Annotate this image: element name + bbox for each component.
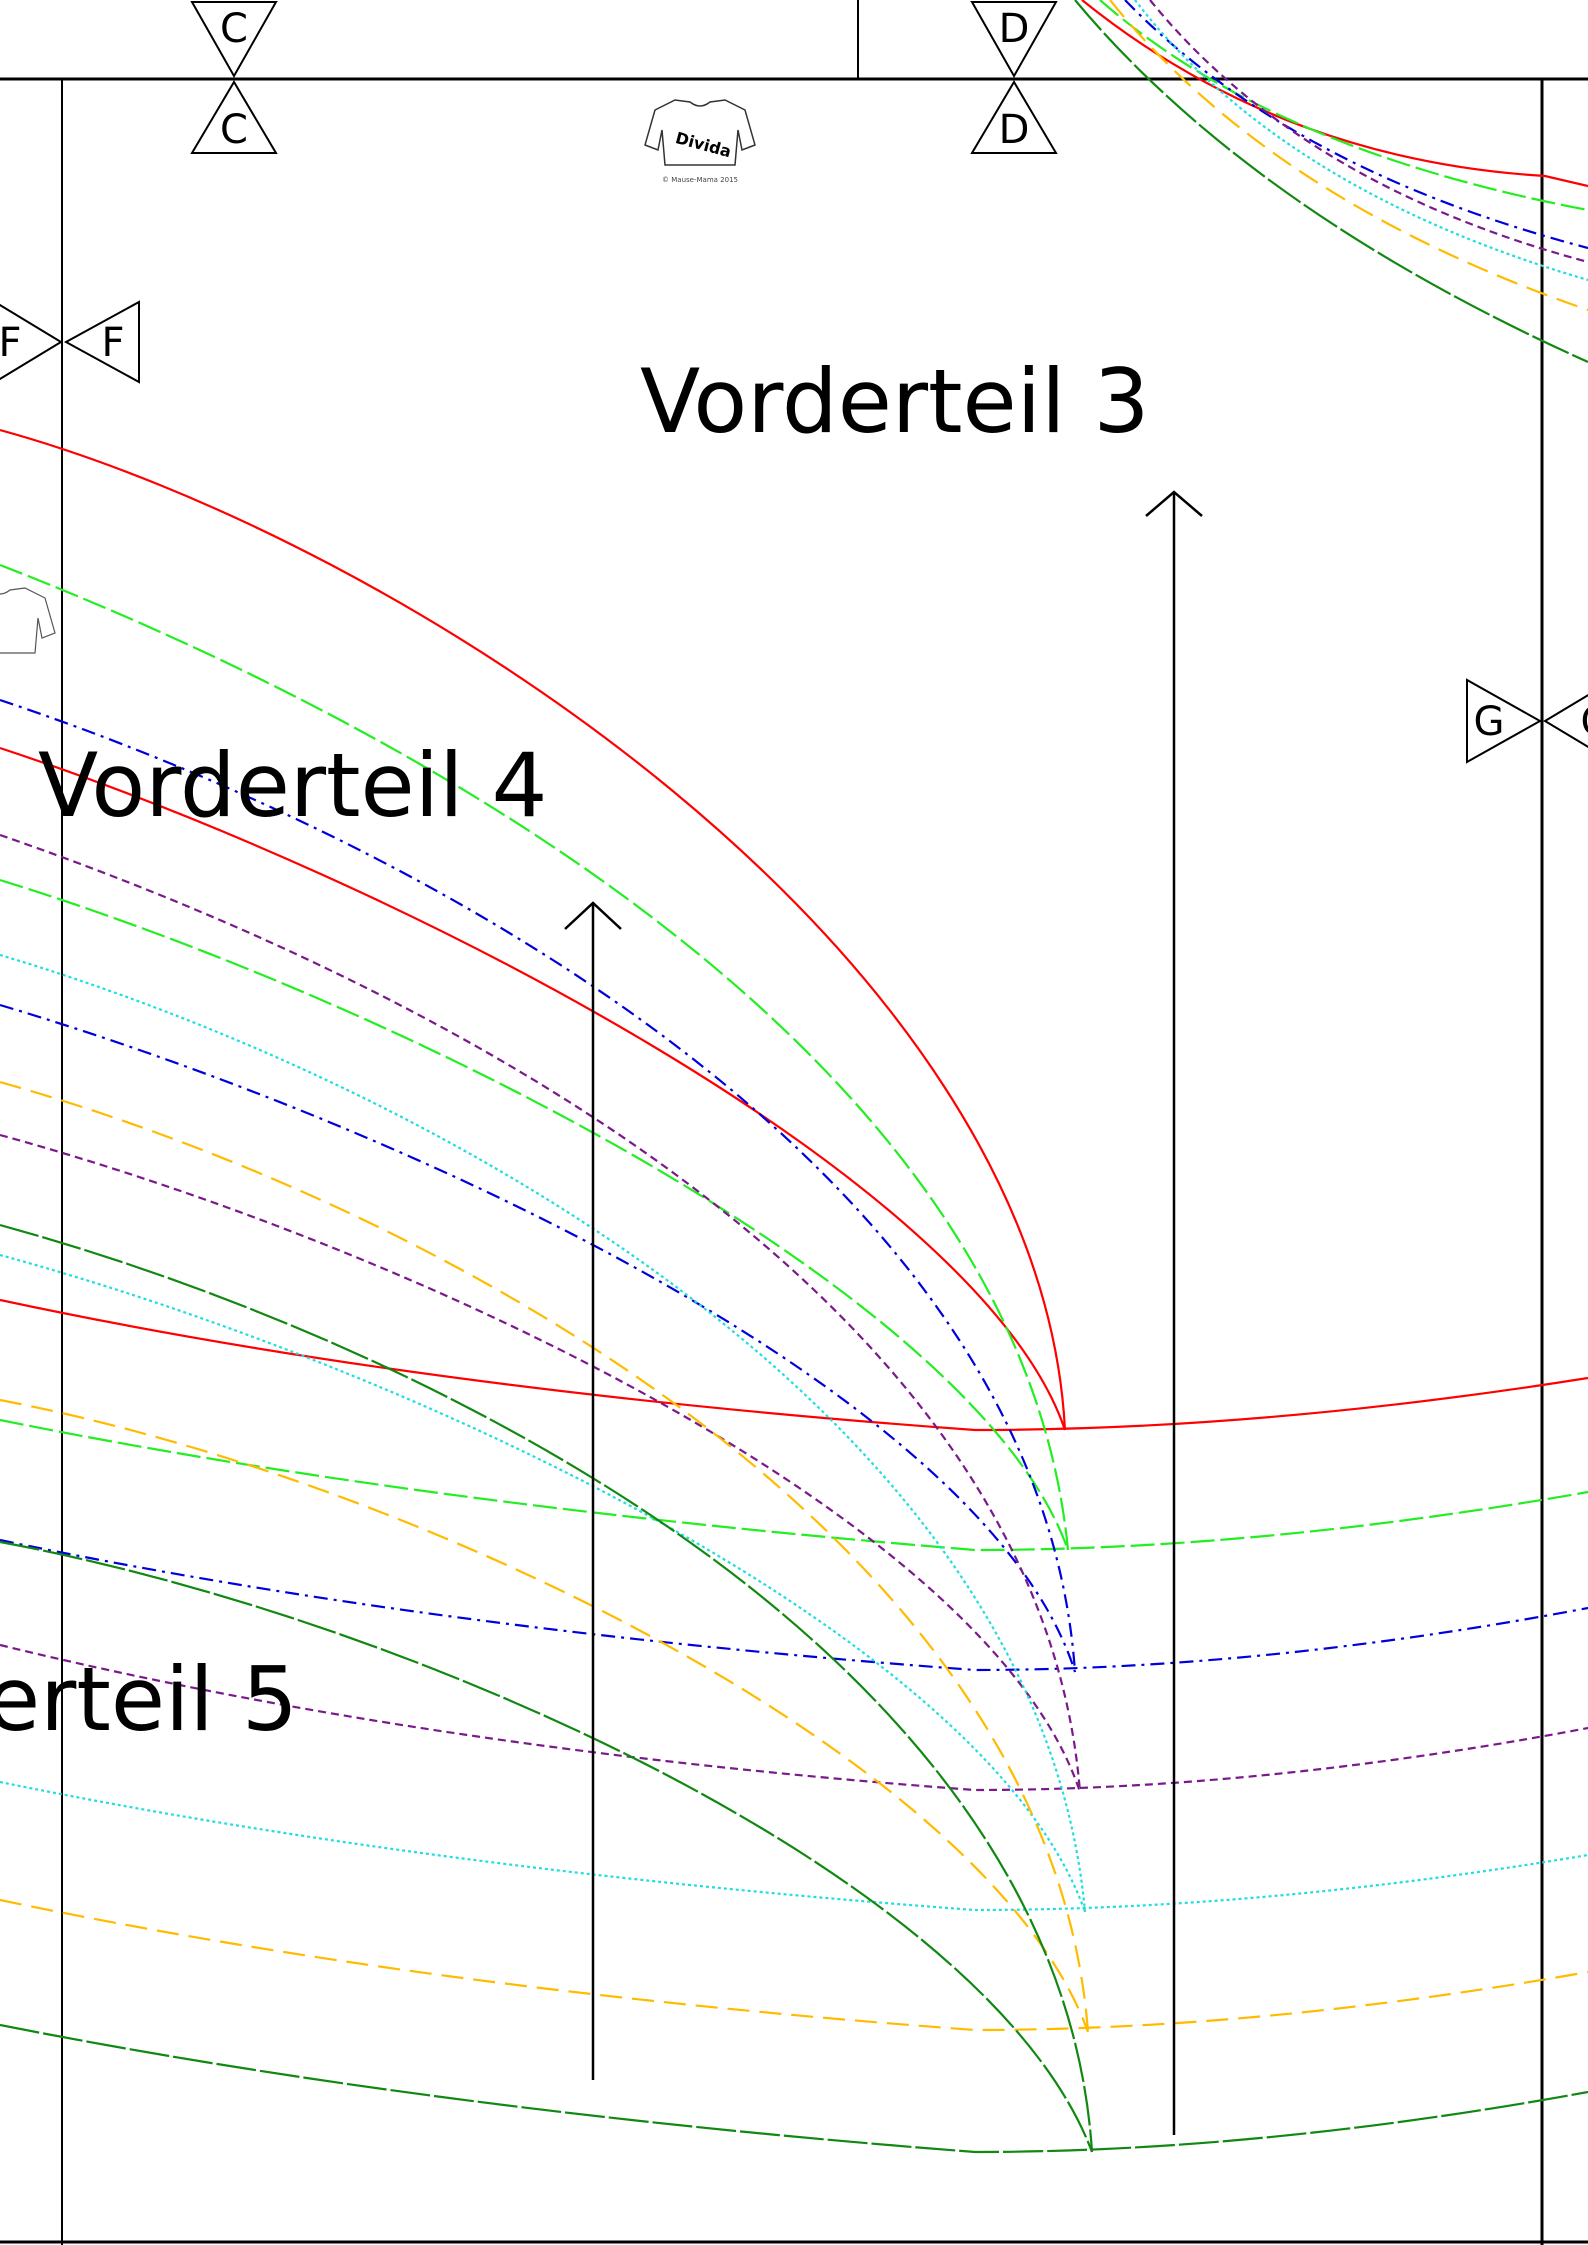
marker-f-left-label: F <box>0 320 22 366</box>
marker-c-top-label: C <box>220 6 248 52</box>
piece-label-vorderteil-5: erteil 5 <box>0 1648 298 1751</box>
curve-yellow-armhole-inner <box>0 1398 1090 2033</box>
curve-purple-armhole-inner <box>0 1133 1082 1793</box>
marker-g-label: G <box>1474 699 1505 745</box>
curve-cyan-armhole-outer <box>0 953 1087 1913</box>
curve-v3-cyan <box>1134 0 1588 282</box>
curve-red-armhole-inner <box>0 746 1067 1431</box>
marker-f-right-label: F <box>101 320 124 366</box>
curve-darkgreen-armhole-outer <box>0 1223 1094 2153</box>
marker-g-cut-label: G <box>1581 699 1588 745</box>
marker-d-bottom-label: D <box>999 107 1030 153</box>
curve-v3-green <box>1099 0 1588 212</box>
curve-purple-armhole-outer <box>0 833 1082 1793</box>
curve-v3-darkgreen <box>1074 0 1588 364</box>
curve-green-armhole-outer <box>0 563 1070 1551</box>
curve-red-hem <box>0 1298 1588 1432</box>
curve-v3-purple <box>1149 0 1588 264</box>
curve-red-armhole-outer <box>0 428 1067 1431</box>
grainline-arrow-v3 <box>1145 490 1203 2135</box>
marker-g: G <box>1466 678 1543 764</box>
marker-f-right: F <box>63 300 140 384</box>
curve-yellow-hem <box>0 1898 1588 2032</box>
marker-g-cut: G <box>1543 694 1588 748</box>
curve-blue-armhole-inner <box>0 1003 1077 1673</box>
divida-logo: Divida © Mause-Mama 2015 <box>644 99 756 184</box>
curve-blue-armhole-outer <box>0 698 1077 1673</box>
curve-darkgreen-hem <box>0 2023 1588 2154</box>
curve-cyan-armhole-inner <box>0 1253 1087 1913</box>
curve-v3-yellow <box>1109 0 1588 312</box>
marker-c-bottom: C <box>190 80 278 154</box>
curve-purple-hem <box>0 1643 1588 1792</box>
curve-green-armhole-inner <box>0 878 1070 1551</box>
marker-d-top-label: D <box>999 6 1030 52</box>
marker-c-bottom-label: C <box>220 107 248 153</box>
marker-d-top: D <box>970 1 1058 79</box>
curve-v3-blue <box>1124 0 1588 250</box>
marker-f-left: F <box>0 303 63 381</box>
curve-yellow-armhole-outer <box>0 1080 1090 2033</box>
marker-c-top: C <box>190 1 278 79</box>
logo-copyright-text: © Mause-Mama 2015 <box>662 176 738 184</box>
divida-logo-partial <box>0 587 56 654</box>
size-curves <box>0 0 1588 2154</box>
piece-label-vorderteil-3: Vorderteil 3 <box>640 350 1150 453</box>
curve-darkgreen-armhole-inner <box>0 1540 1094 2153</box>
curve-blue-hem <box>0 1538 1588 1672</box>
grainline-arrow-v4 <box>564 901 622 2080</box>
piece-label-vorderteil-4: Vorderteil 4 <box>38 734 548 837</box>
curve-cyan-hem <box>0 1780 1588 1912</box>
marker-d-bottom: D <box>970 80 1058 154</box>
